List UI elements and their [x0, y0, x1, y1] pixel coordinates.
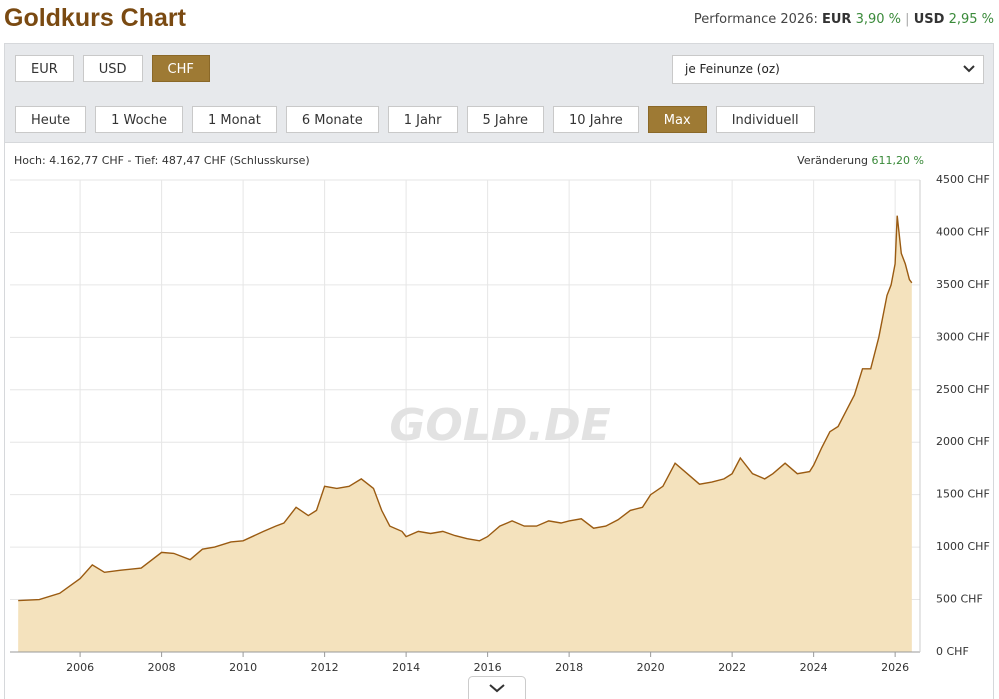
button[interactable]: CHF	[151, 55, 210, 82]
high-low-note: Hoch: 4.162,77 CHF - Tief: 487,47 CHF (S…	[14, 154, 310, 167]
x-tick-label: 2020	[637, 661, 665, 674]
currency-buttons: EUR USD CHF	[15, 55, 210, 82]
button[interactable]: EUR	[15, 55, 74, 82]
expand-button[interactable]	[468, 676, 526, 699]
x-tick-label: 2014	[392, 661, 420, 674]
y-tick-label: 1000 CHF	[936, 540, 990, 553]
y-tick-label: 4000 CHF	[936, 225, 990, 238]
unit-select[interactable]: je Feinunze (oz)	[672, 55, 984, 84]
controls-panel: EUR USD CHF je Feinunze (oz) Heute 1 Woche 1…	[4, 43, 994, 143]
button[interactable]: 6 Monate	[285, 106, 379, 133]
x-tick-label: 2016	[474, 661, 502, 674]
x-tick-label: 2026	[881, 661, 909, 674]
change-value: 611,20 %	[872, 154, 924, 167]
x-tick-label: 2022	[718, 661, 746, 674]
x-tick-label: 2018	[555, 661, 583, 674]
range-buttons: Heute 1 Woche 1 Monat 6 Monate 1 Jahr 5 Jahre…	[15, 106, 815, 133]
y-tick-label: 0 CHF	[936, 645, 969, 658]
watermark: GOLD.DE	[389, 400, 610, 451]
y-tick-label: 1500 CHF	[936, 488, 990, 501]
x-tick-label: 2010	[229, 661, 257, 674]
change: Veränderung 611,20 %	[797, 154, 924, 167]
button[interactable]: 1 Woche	[95, 106, 183, 133]
y-tick-label: 3000 CHF	[936, 330, 990, 343]
change-label: Veränderung	[797, 154, 868, 167]
dropdown-arrow	[963, 65, 975, 73]
button[interactable]: Individuell	[715, 106, 815, 133]
eur-label: EUR	[822, 12, 852, 27]
button[interactable]: Max	[647, 106, 707, 133]
button[interactable]: Heute	[15, 106, 87, 133]
y-tick-label: 500 CHF	[936, 593, 983, 606]
unit-select-text: je Feinunze (oz)	[685, 62, 780, 76]
eur-value: 3,90 %	[855, 12, 902, 27]
chart: Hoch: 4.162,77 CHF - Tief: 487,47 CHF (S…	[10, 154, 990, 674]
button[interactable]: 10 Jahre	[553, 106, 639, 133]
area	[18, 215, 912, 652]
y-tick-label: 2500 CHF	[936, 383, 990, 396]
usd-label: USD	[913, 12, 945, 27]
chart-box	[4, 143, 994, 699]
x-tick-label: 2024	[800, 661, 828, 674]
x-tick-label: 2012	[311, 661, 339, 674]
performance-label: Performance 2026:	[693, 12, 818, 27]
button[interactable]: 5 Jahre	[466, 106, 545, 133]
page-title: Goldkurs Chart	[4, 4, 186, 32]
y-tick-label: 4500 CHF	[936, 173, 990, 186]
performance: Performance 2026: EUR 3,90 % | USD 2,95 …	[694, 12, 994, 27]
button[interactable]: 1 Jahr	[387, 106, 458, 133]
x-tick-label: 2006	[66, 661, 94, 674]
button[interactable]: USD	[82, 55, 143, 82]
line	[18, 215, 913, 602]
button[interactable]: 1 Monat	[191, 106, 277, 133]
x-tick-label: 2008	[148, 661, 176, 674]
y-tick-label: 2000 CHF	[936, 435, 990, 448]
usd-value: 2,95 %	[948, 12, 994, 27]
separator: |	[905, 12, 910, 27]
y-tick-label: 3500 CHF	[936, 278, 990, 291]
